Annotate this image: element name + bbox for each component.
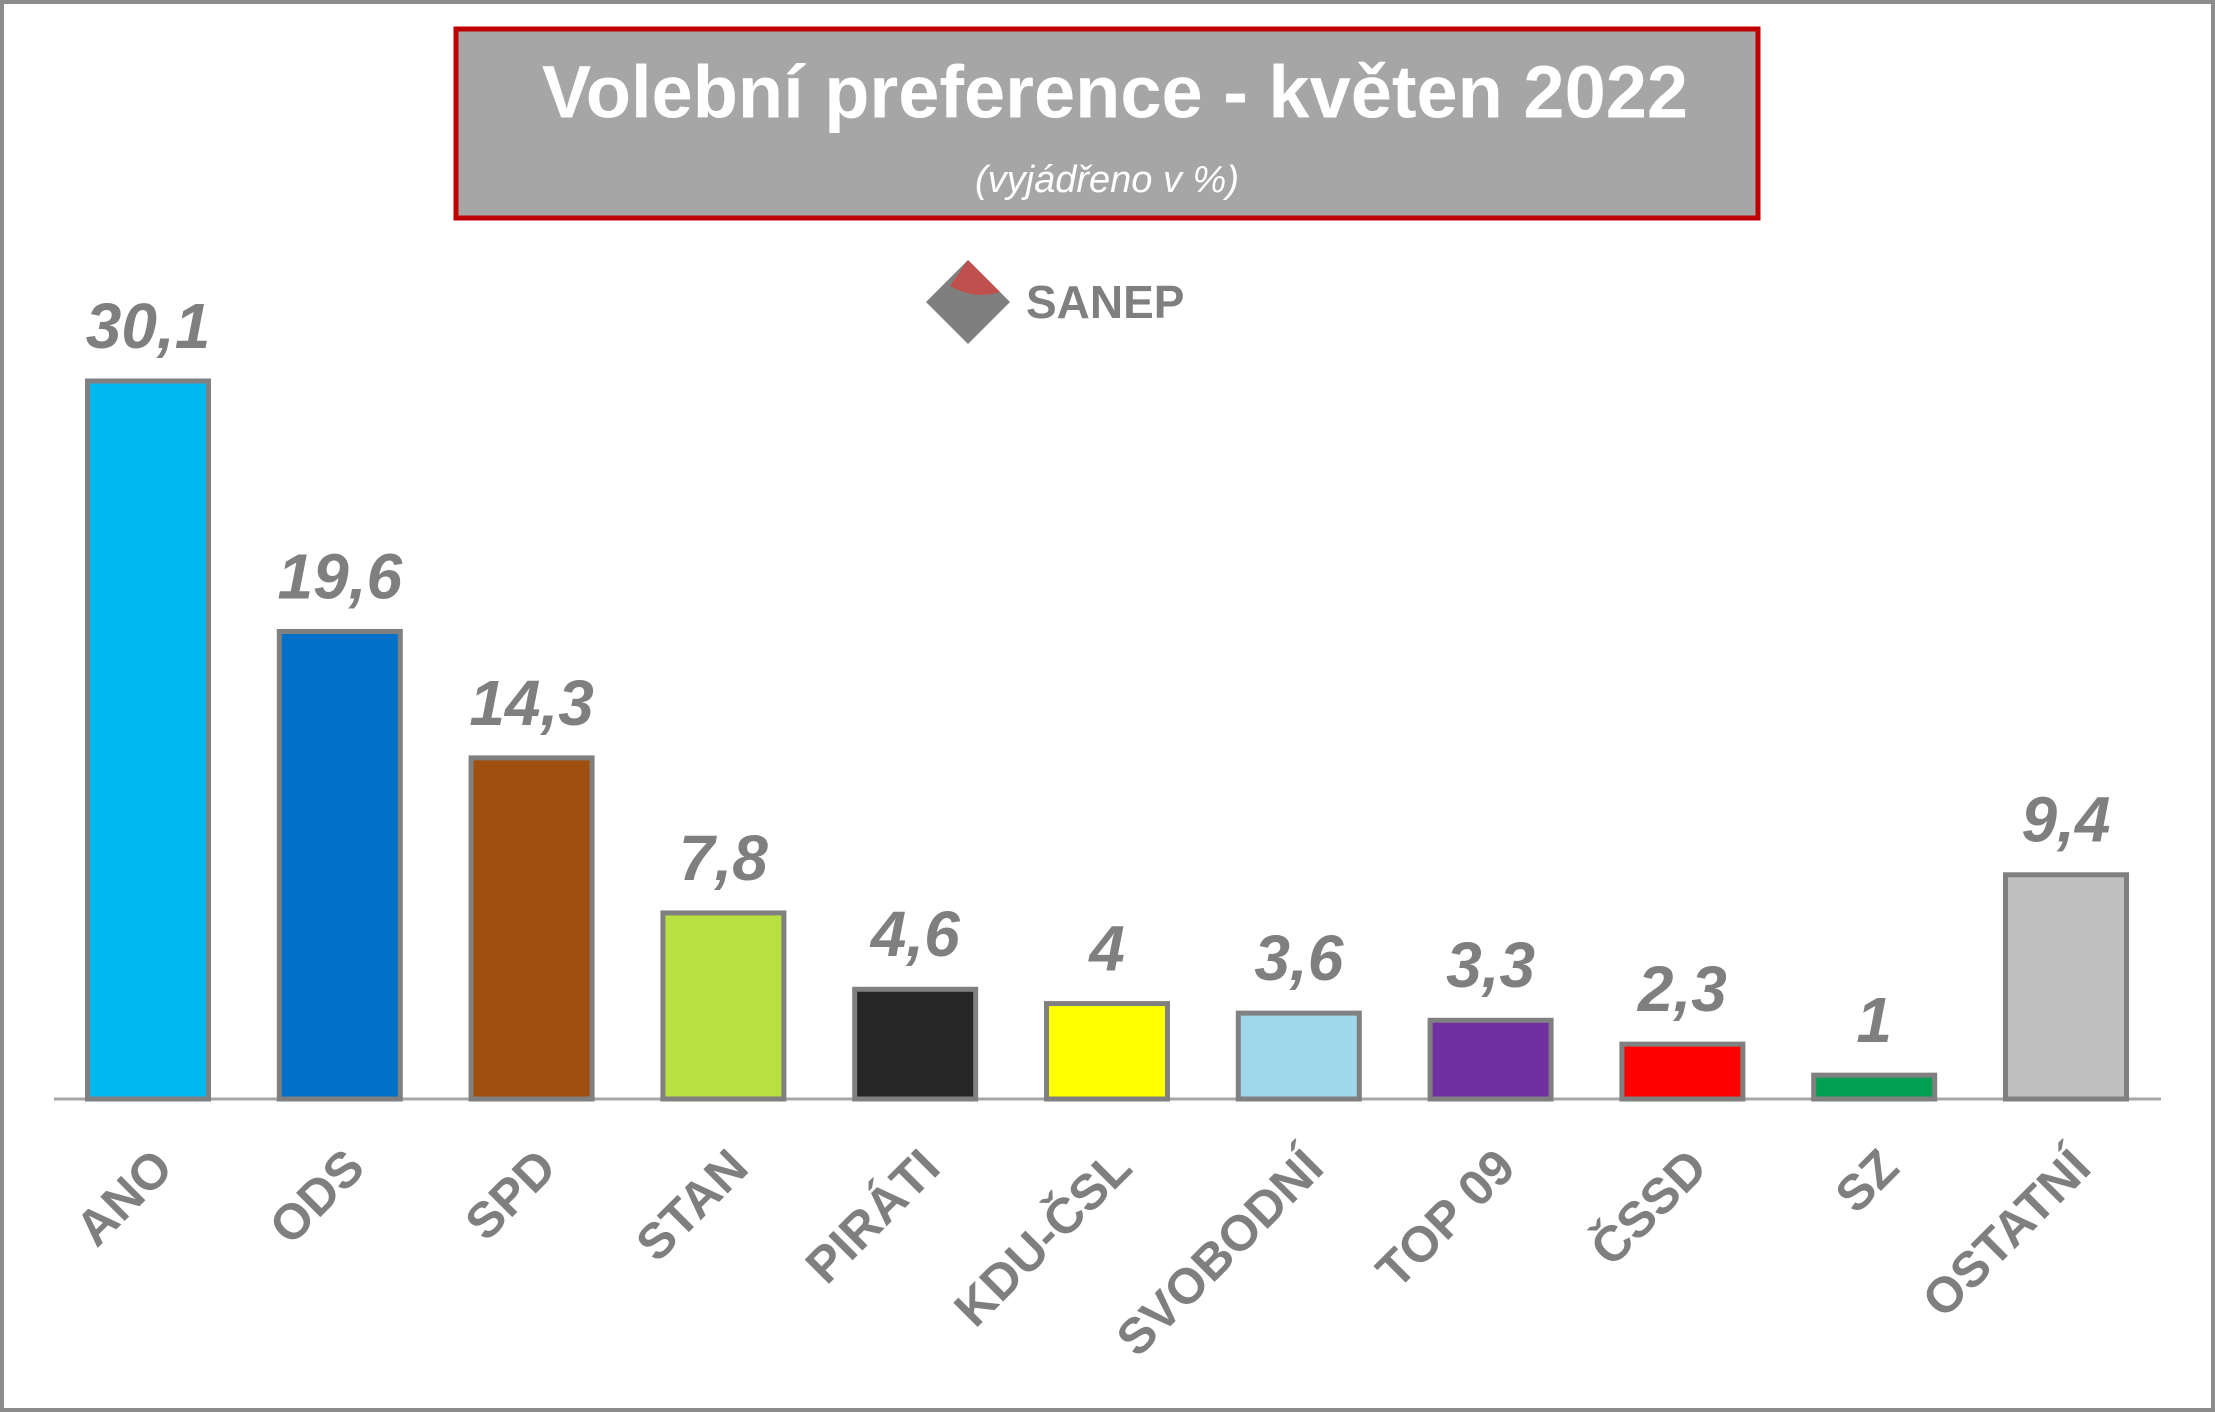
bar xyxy=(85,378,211,1102)
bar xyxy=(1619,1041,1746,1102)
value-label: 3,3 xyxy=(1446,929,1535,1001)
logo-text: SANEP xyxy=(1026,276,1184,328)
chart-title: Volební preference - květen 2022 xyxy=(542,51,1688,134)
value-label: 4 xyxy=(1087,912,1125,984)
bar xyxy=(660,910,787,1102)
chart-subtitle: (vyjádřeno v %) xyxy=(975,159,1239,201)
title-box xyxy=(453,26,1761,221)
bar xyxy=(1044,1001,1170,1102)
logo: SANEP xyxy=(926,260,1184,344)
value-label: 7,8 xyxy=(679,822,768,894)
value-label: 3,6 xyxy=(1254,922,1343,994)
value-label: 30,1 xyxy=(86,290,211,362)
bar xyxy=(276,628,403,1102)
bar xyxy=(2003,872,2129,1102)
value-label: 14,3 xyxy=(469,667,594,739)
value-label: 1 xyxy=(1856,984,1892,1056)
value-label: 2,3 xyxy=(1637,953,1727,1025)
bar xyxy=(1235,1010,1362,1102)
bar xyxy=(1811,1072,1938,1102)
bar xyxy=(1427,1017,1554,1102)
value-label: 19,6 xyxy=(278,540,403,612)
value-label: 9,4 xyxy=(2022,784,2111,856)
logo-mark xyxy=(950,260,1000,295)
bar xyxy=(468,755,595,1102)
bar xyxy=(852,986,979,1102)
value-label: 4,6 xyxy=(869,898,960,970)
